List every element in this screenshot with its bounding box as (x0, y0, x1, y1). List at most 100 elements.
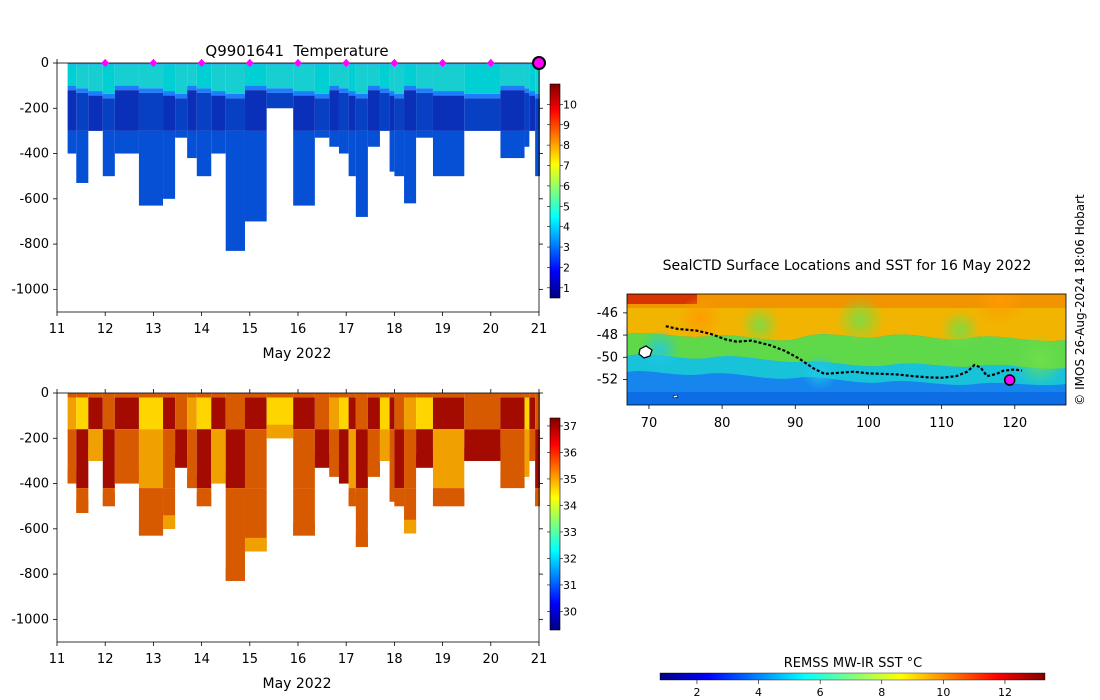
salinity-xtick-label: 21 (531, 652, 548, 667)
sst-map-panel: SealCTD Surface Locations and SST for 16… (597, 258, 1067, 431)
map-xtick-label: 90 (787, 416, 804, 431)
temperature-profile-cell (367, 85, 380, 91)
temperature-profile-cell (348, 130, 356, 177)
temperature-profile-cell (293, 63, 315, 65)
colorbar-tick-label: 34 (563, 499, 577, 512)
salinity-profile-cell (114, 469, 139, 484)
temperature-profile-cell (175, 98, 188, 131)
salinity-profile-cell (355, 488, 368, 547)
temperature-profile-cell (211, 95, 226, 131)
colorbar-tick-label: 8 (563, 139, 570, 152)
temperature-profile-cell (88, 64, 103, 92)
salinity-profile-cell (244, 429, 267, 489)
temperature-xtick-label: 13 (145, 322, 162, 337)
temperature-profile-cell (394, 93, 405, 99)
temperature-xtick-label: 14 (193, 322, 210, 337)
salinity-profile-cell (138, 429, 164, 489)
temperature-profile-cell (163, 64, 176, 92)
salinity-profile-cell (464, 393, 501, 398)
temperature-xtick-label: 16 (290, 322, 307, 337)
temperature-profile-cell (355, 64, 368, 94)
temperature-profile-cell (163, 130, 176, 199)
temperature-profile-cell (225, 130, 245, 251)
sst-eddy-6 (640, 330, 680, 370)
map-ytick-label: -52 (597, 372, 618, 387)
temperature-profile-cell (432, 91, 465, 96)
salinity-profile-cell (67, 429, 77, 484)
temperature-profile-cell (535, 64, 540, 94)
salinity-profile-cell (225, 429, 245, 489)
temperature-profile-cell (535, 98, 540, 131)
temperature-profile-cell (394, 130, 405, 177)
salinity-xtick-label: 11 (49, 652, 66, 667)
salinity-profile-cell (432, 492, 465, 507)
salinity-profile-cell (175, 393, 188, 398)
salinity-profile-cell (67, 469, 77, 484)
salinity-profile-cell (225, 488, 245, 581)
temperature-profile-cell (416, 64, 433, 89)
temperature-profile-cell (500, 90, 525, 131)
temperature-ytick-label: -200 (19, 101, 49, 116)
salinity-profile-cell (314, 454, 330, 468)
salinity-profile-cell (293, 522, 315, 536)
colorbar-tick-label: 6 (563, 180, 570, 193)
temperature-profile-cell (432, 64, 465, 92)
temperature-profile-cell (404, 64, 417, 86)
temperature-xtick-label: 15 (242, 322, 259, 337)
salinity-x-axis: 11 12 13 14 15 16 17 18 19 20 21 (49, 389, 548, 667)
map-ytick-label: -46 (597, 306, 618, 321)
temperature-profile-cell (244, 85, 267, 91)
salinity-profile-cell (379, 393, 390, 398)
salinity-profile-cell (225, 397, 245, 430)
temperature-x-axis: 11 12 13 14 15 16 17 18 19 20 21 (49, 59, 547, 337)
salinity-profile-cell (211, 393, 226, 398)
salinity-profile-cell (196, 393, 212, 398)
salinity-profile-cell (500, 397, 525, 430)
temperature-profile-cell (266, 88, 294, 93)
salinity-profile-cell (329, 397, 339, 430)
temperature-xtick-label: 17 (338, 322, 355, 337)
salinity-profile-cell (338, 393, 349, 398)
salinity-profile-cell (102, 492, 115, 507)
temperature-profile-cell (211, 63, 226, 65)
temperature-profile-cell (196, 88, 212, 93)
salinity-colorbar-ticks: 30 31 32 33 34 35 36 37 (547, 420, 577, 618)
temperature-profile-cell (266, 63, 294, 65)
salinity-profile-cell (88, 393, 103, 398)
sst-colorbar-group: REMSS MW-IR SST °C 2 4 6 8 10 12 (659, 656, 1046, 699)
salinity-profile-cell (500, 393, 525, 398)
temperature-profile-cell (163, 95, 176, 131)
salinity-profile-cell (211, 469, 226, 484)
salinity-profile-cell (225, 393, 245, 398)
temperature-profile-cell (67, 85, 77, 91)
temperature-profile-cell (379, 88, 390, 93)
salinity-profile-cell (196, 397, 212, 430)
temperature-profile-cell (76, 88, 89, 93)
temperature-profile-cell (404, 63, 417, 65)
temperature-profile-cell (500, 85, 525, 91)
temperature-profile-cell (379, 92, 390, 131)
salinity-profile-cell (432, 397, 465, 430)
temperature-ytick-label: 0 (41, 56, 49, 71)
salinity-ytick-label: -400 (19, 477, 49, 492)
colorbar-tick-label: 35 (563, 473, 577, 486)
salinity-ytick-label: -200 (19, 431, 49, 446)
temperature-profile-cell (88, 63, 103, 65)
salinity-profile-cell (338, 397, 349, 430)
temperature-profile-cell (138, 130, 164, 206)
salinity-profile-cell (293, 393, 315, 398)
temperature-profile-cell (67, 130, 77, 154)
salinity-profile-cell (348, 397, 356, 430)
seal-current-position (1003, 374, 1016, 386)
current-surface-marker (532, 56, 546, 70)
colorbar-tick-label: 7 (563, 160, 570, 173)
temperature-profile-cell (367, 63, 380, 65)
salinity-profile-cell (389, 488, 395, 502)
salinity-profile-cell (266, 397, 294, 430)
colorbar-tick-label: 9 (563, 119, 570, 132)
map-ytick-label: -50 (597, 350, 618, 365)
temperature-profile-cell (67, 90, 77, 131)
temperature-profile-cell (76, 92, 89, 131)
temperature-profile-cell (348, 64, 356, 92)
surface-marker (245, 59, 254, 67)
